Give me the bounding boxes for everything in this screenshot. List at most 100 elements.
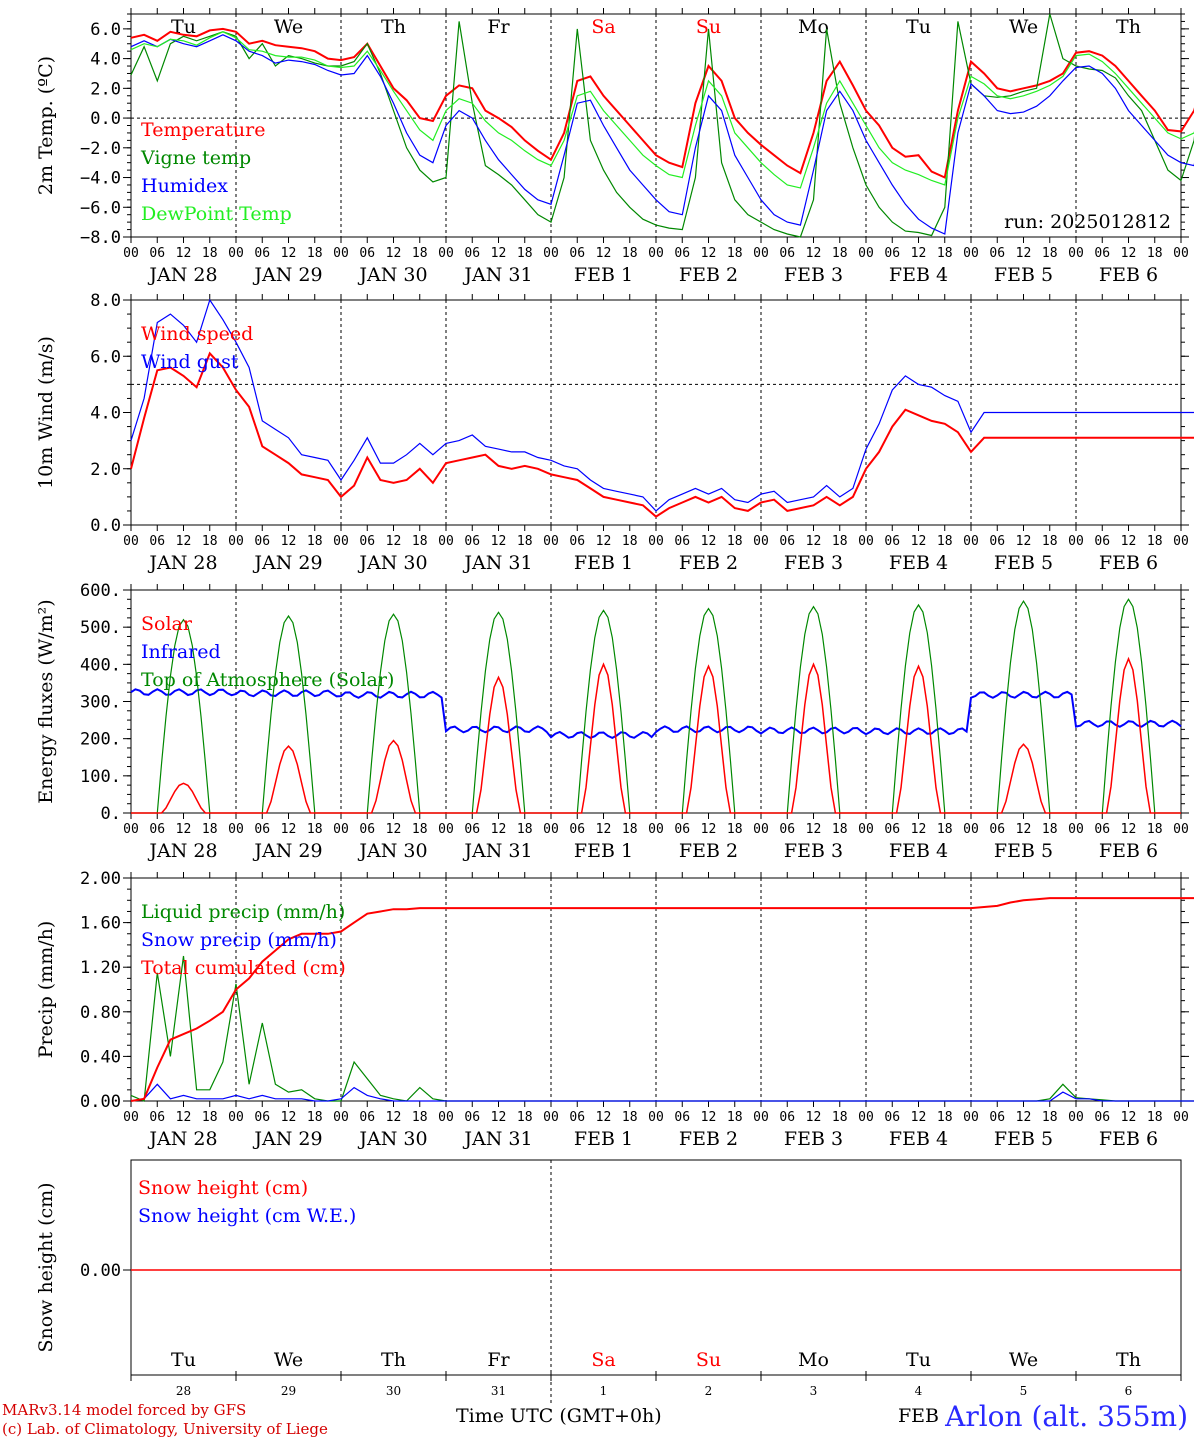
series-wind-speed — [130, 351, 1194, 518]
hour-tick-label: 00 — [123, 246, 139, 261]
hour-tick-label: 18 — [307, 1110, 323, 1125]
hour-tick-label: 06 — [254, 1110, 270, 1125]
hour-tick-label: 12 — [386, 246, 402, 261]
y-tick-label: 0.00 — [80, 1261, 121, 1281]
hour-tick-label: 18 — [202, 246, 218, 261]
date-label: JAN 30 — [357, 840, 427, 862]
hour-tick-label: 06 — [779, 534, 795, 549]
hour-tick-label: 00 — [228, 534, 244, 549]
date-label: FEB 3 — [784, 552, 843, 574]
hour-tick-label: 06 — [569, 1110, 585, 1125]
hour-tick-label: 00 — [1173, 822, 1189, 837]
hour-tick-label: 18 — [832, 534, 848, 549]
day-name: We — [1009, 1349, 1038, 1371]
hour-tick-label: 06 — [884, 534, 900, 549]
date-label: JAN 29 — [252, 840, 322, 862]
hour-tick-label: 12 — [911, 822, 927, 837]
y-axis-label: 10m Wind (m/s) — [35, 336, 57, 489]
hour-tick-label: 00 — [963, 534, 979, 549]
hour-tick-label: 18 — [727, 246, 743, 261]
y-tick-label: 1.20 — [80, 958, 121, 978]
y-tick-label: 0.0 — [90, 109, 121, 129]
date-label: FEB 5 — [994, 1128, 1053, 1150]
hour-tick-label: 12 — [806, 246, 822, 261]
hour-tick-label: 00 — [858, 246, 874, 261]
hour-tick-label: 06 — [254, 822, 270, 837]
date-label: FEB 6 — [1099, 840, 1158, 862]
day-name: Mo — [798, 16, 829, 38]
day-name: Th — [1116, 1349, 1141, 1371]
date-label: JAN 31 — [462, 552, 532, 574]
hour-tick-label: 12 — [806, 1110, 822, 1125]
hour-tick-label: 18 — [202, 822, 218, 837]
y-tick-label: 300. — [80, 693, 121, 713]
hour-tick-label: 06 — [1094, 1110, 1110, 1125]
day-name: Sa — [591, 1349, 615, 1371]
day-number: 5 — [1020, 1384, 1028, 1398]
hour-tick-label: 12 — [176, 822, 192, 837]
legend-entry: Snow height (cm W.E.) — [138, 1205, 356, 1227]
hour-tick-label: 18 — [1147, 822, 1163, 837]
y-tick-label: 1.60 — [80, 914, 121, 934]
series-humidex — [130, 34, 1194, 235]
credit-model: MARv3.14 model forced by GFS — [2, 1401, 247, 1419]
day-name: We — [274, 16, 303, 38]
hour-tick-label: 06 — [674, 1110, 690, 1125]
hour-tick-label: 00 — [333, 246, 349, 261]
hour-tick-label: 12 — [1016, 246, 1032, 261]
hour-tick-label: 06 — [989, 246, 1005, 261]
hour-tick-label: 12 — [1121, 822, 1137, 837]
hour-tick-label: 18 — [517, 1110, 533, 1125]
hour-tick-label: 18 — [622, 822, 638, 837]
hour-tick-label: 06 — [569, 246, 585, 261]
legend-entry: Vigne temp — [140, 147, 251, 169]
date-label: JAN 30 — [357, 264, 427, 286]
hour-tick-label: 00 — [333, 534, 349, 549]
hour-tick-label: 00 — [1068, 246, 1084, 261]
hour-tick-label: 12 — [386, 534, 402, 549]
y-tick-label: 400. — [80, 655, 121, 675]
hour-tick-label: 18 — [937, 1110, 953, 1125]
hour-tick-label: 12 — [596, 534, 612, 549]
day-number: 2 — [705, 1384, 713, 1398]
hour-tick-label: 12 — [1016, 822, 1032, 837]
hour-tick-label: 00 — [963, 246, 979, 261]
hour-tick-label: 00 — [438, 822, 454, 837]
hour-tick-label: 18 — [202, 1110, 218, 1125]
date-label: FEB 1 — [574, 552, 633, 574]
hour-tick-label: 00 — [1068, 1110, 1084, 1125]
y-tick-label: 6.0 — [90, 20, 121, 40]
y-tick-label: 0.40 — [80, 1047, 121, 1067]
hour-tick-label: 06 — [464, 822, 480, 837]
hour-tick-label: 06 — [254, 246, 270, 261]
day-name: Sa — [591, 16, 615, 38]
date-label: FEB 5 — [994, 552, 1053, 574]
hour-tick-label: 18 — [307, 246, 323, 261]
date-label: JAN 31 — [462, 1128, 532, 1150]
day-name: We — [274, 1349, 303, 1371]
series-wind-gust — [130, 298, 1194, 512]
series-infrared — [130, 688, 1182, 740]
hour-tick-label: 12 — [911, 1110, 927, 1125]
hour-tick-label: 00 — [543, 246, 559, 261]
hour-tick-label: 00 — [438, 1110, 454, 1125]
date-label: JAN 29 — [252, 264, 322, 286]
hour-tick-label: 12 — [176, 1110, 192, 1125]
hour-tick-label: 12 — [1016, 534, 1032, 549]
day-name: Fr — [487, 1349, 510, 1371]
hour-tick-label: 18 — [202, 534, 218, 549]
date-label: FEB 1 — [574, 840, 633, 862]
date-label: FEB 2 — [679, 840, 738, 862]
hour-tick-label: 06 — [464, 246, 480, 261]
hour-tick-label: 00 — [648, 246, 664, 261]
hour-tick-label: 00 — [123, 534, 139, 549]
hour-tick-label: 12 — [1121, 1110, 1137, 1125]
y-tick-label: 0. — [101, 804, 121, 824]
date-label: FEB 1 — [574, 1128, 633, 1150]
hour-tick-label: 06 — [359, 822, 375, 837]
day-name: Th — [381, 16, 406, 38]
hour-tick-label: 00 — [228, 246, 244, 261]
date-label: JAN 31 — [462, 840, 532, 862]
station-label: Arlon (alt. 355m) — [945, 1400, 1188, 1433]
day-number: 29 — [281, 1384, 296, 1398]
